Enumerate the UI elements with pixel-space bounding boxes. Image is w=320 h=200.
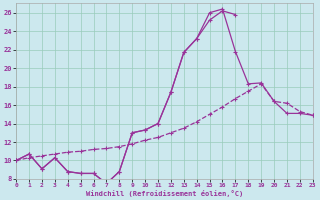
X-axis label: Windchill (Refroidissement éolien,°C): Windchill (Refroidissement éolien,°C) bbox=[86, 190, 243, 197]
